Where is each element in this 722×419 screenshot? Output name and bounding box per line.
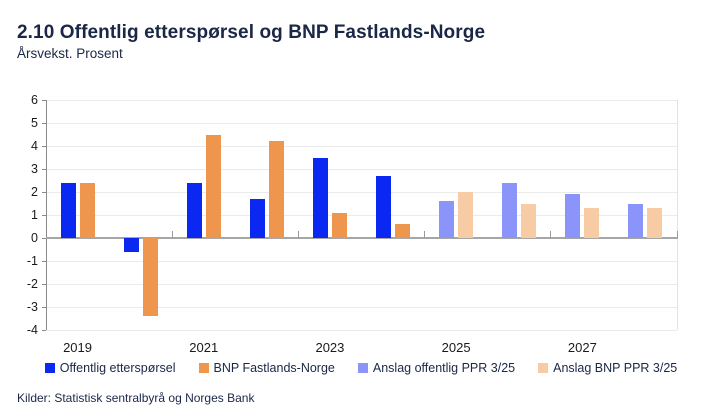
y-axis-tick: [42, 145, 46, 147]
legend-label: Anslag BNP PPR 3/25: [553, 361, 678, 375]
bar-offentlig-ettersp-rsel-2021: [186, 182, 202, 238]
y-axis-tick: [42, 306, 46, 308]
y-axis-line: [46, 100, 47, 330]
y-axis-label: 1: [31, 208, 38, 222]
gridline: [46, 145, 677, 147]
y-axis-label: 3: [31, 162, 38, 176]
legend-label: BNP Fastlands-Norge: [213, 361, 335, 375]
y-axis-label: 6: [31, 93, 38, 107]
bar-offentlig-ettersp-rsel-2022: [249, 198, 265, 238]
bar-offentlig-ettersp-rsel-2020: [123, 238, 139, 252]
legend-item: Offentlig etterspørsel: [44, 361, 176, 375]
y-axis-tick: [42, 329, 46, 331]
bar-anslag-bnp-ppr-3-25-2028: [647, 208, 663, 238]
bar-offentlig-ettersp-rsel-2023: [312, 157, 328, 238]
x-axis-label: 2023: [315, 340, 345, 355]
y-axis-tick: [42, 99, 46, 101]
legend-swatch-icon: [198, 363, 209, 373]
bar-bnp-fastlands-norge-2022: [268, 141, 284, 238]
gridline: [46, 260, 677, 262]
y-axis-label: 4: [31, 139, 38, 153]
gridline: [46, 329, 677, 331]
y-axis-label: -4: [26, 323, 38, 337]
bar-bnp-fastlands-norge-2021: [205, 134, 221, 238]
chart-legend: Offentlig etterspørsel BNP Fastlands-Norg…: [0, 361, 722, 375]
x-axis-tick: [550, 231, 552, 238]
x-axis-label: 2027: [567, 340, 597, 355]
bar-anslag-bnp-ppr-3-25-2025: [458, 192, 474, 238]
legend-item: BNP Fastlands-Norge: [198, 361, 335, 375]
y-axis-tick: [42, 191, 46, 193]
legend-swatch-icon: [44, 363, 55, 373]
source-caption: Kilder: Statistisk sentralbyrå og Norges…: [17, 391, 255, 405]
y-axis-tick: [42, 214, 46, 216]
chart-subtitle: Årsvekst. Prosent: [17, 46, 123, 61]
legend-label: Anslag offentlig PPR 3/25: [372, 361, 516, 375]
bar-anslag-offentlig-ppr-3-25-2028: [628, 203, 644, 238]
gridline: [46, 122, 677, 124]
x-axis-tick: [424, 231, 426, 238]
gridline: [46, 214, 677, 216]
legend-swatch-icon: [538, 363, 549, 373]
y-axis-tick: [42, 260, 46, 262]
gridline: [46, 99, 677, 101]
x-axis-label: 2025: [441, 340, 471, 355]
bar-bnp-fastlands-norge-2019: [79, 182, 95, 238]
y-axis-label: -3: [26, 300, 38, 314]
legend-item: Anslag BNP PPR 3/25: [538, 361, 677, 375]
x-axis-tick: [171, 231, 173, 238]
x-axis-tick: [297, 231, 299, 238]
chart-title: 2.10 Offentlig etterspørsel og BNP Fastl…: [17, 22, 486, 43]
y-axis-label: -1: [26, 254, 38, 268]
y-axis-label: 2: [31, 185, 38, 199]
zero-axis-line: [46, 237, 678, 239]
gridline: [46, 191, 677, 193]
bar-anslag-bnp-ppr-3-25-2026: [521, 203, 537, 238]
legend-swatch-icon: [357, 363, 368, 373]
bar-bnp-fastlands-norge-2023: [331, 212, 347, 238]
legend-label: Offentlig etterspørsel: [59, 361, 176, 375]
gridline: [46, 306, 677, 308]
x-axis-label: 2021: [189, 340, 219, 355]
y-axis-label: -2: [26, 277, 38, 291]
bar-anslag-offentlig-ppr-3-25-2027: [565, 194, 581, 238]
y-axis-label: 0: [31, 231, 38, 245]
y-axis-tick: [42, 168, 46, 170]
x-axis-label: 2019: [63, 340, 92, 355]
gridline: [46, 168, 677, 170]
bar-bnp-fastlands-norge-2024: [395, 224, 411, 238]
y-axis-label: 5: [31, 116, 38, 130]
bar-offentlig-ettersp-rsel-2024: [376, 175, 392, 238]
bar-anslag-bnp-ppr-3-25-2027: [584, 208, 600, 238]
bar-offentlig-ettersp-rsel-2019: [60, 182, 76, 238]
bar-anslag-offentlig-ppr-3-25-2025: [439, 201, 455, 238]
legend-item: Anslag offentlig PPR 3/25: [357, 361, 516, 375]
bar-anslag-offentlig-ppr-3-25-2026: [502, 182, 518, 238]
plot-right-border: [677, 100, 678, 330]
y-axis-tick: [42, 122, 46, 124]
y-axis-tick: [42, 283, 46, 285]
bar-bnp-fastlands-norge-2020: [142, 238, 158, 317]
x-axis-tick: [676, 231, 678, 238]
y-axis-tick: [42, 237, 46, 239]
gridline: [46, 283, 677, 285]
